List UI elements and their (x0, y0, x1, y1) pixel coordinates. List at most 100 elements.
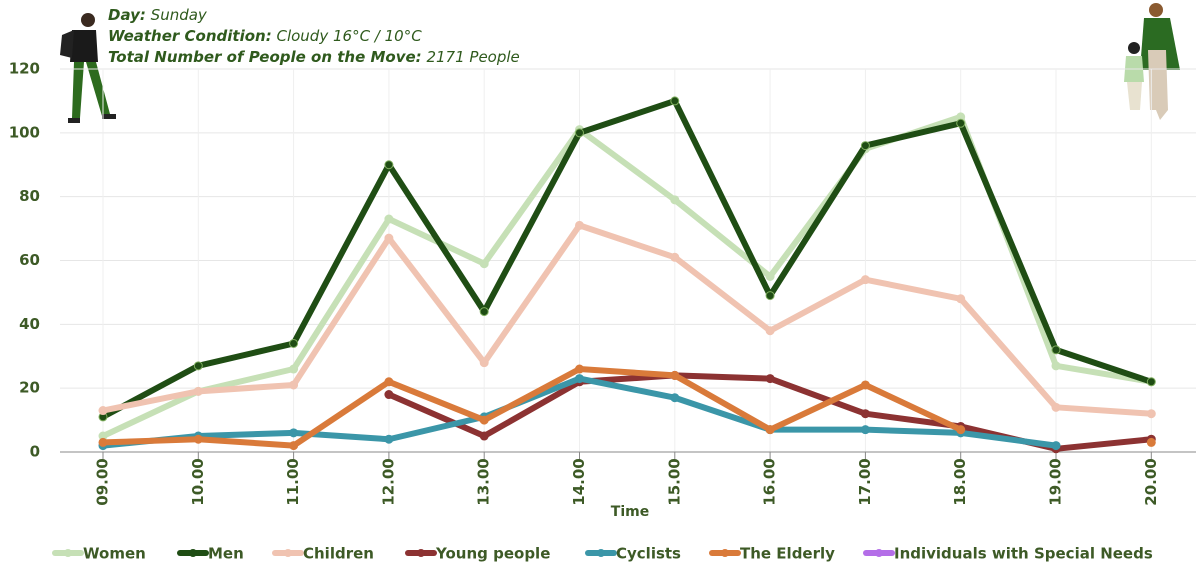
x-tick-label: 16.00 (761, 458, 779, 505)
point (860, 409, 870, 419)
illustration-woman-child (1124, 3, 1180, 120)
point (1051, 361, 1061, 371)
legend-item: Men (177, 545, 244, 563)
point (765, 326, 775, 336)
legend-label: The Elderly (740, 545, 835, 563)
point (670, 252, 680, 262)
point (860, 380, 870, 390)
point (1051, 441, 1061, 451)
weather-line: Weather Condition: Cloudy 16°C / 10°C (108, 26, 520, 47)
header: Day: Sunday Weather Condition: Cloudy 16… (108, 5, 520, 68)
day-line: Day: Sunday (108, 5, 520, 26)
point (1051, 402, 1061, 412)
point (384, 160, 394, 170)
legend-item: Cyclists (585, 545, 681, 563)
y-tick-label: 100 (9, 123, 40, 141)
x-tick-label: 14.00 (570, 458, 588, 505)
x-tick-label: 20.00 (1142, 458, 1160, 505)
legend-label: Individuals with Special Needs (894, 545, 1153, 563)
legend-item: The Elderly (709, 545, 835, 563)
x-tick-label: 19.00 (1047, 458, 1065, 505)
legend-item: Women (52, 545, 146, 563)
legend-label: Young people (435, 545, 550, 563)
point (193, 434, 203, 444)
legend-label: Women (83, 545, 146, 563)
point (479, 415, 489, 425)
series-line (100, 366, 964, 449)
point (956, 294, 966, 304)
y-tick-label: 80 (19, 187, 40, 205)
value: Sunday (150, 6, 207, 24)
x-tick-label: 10.00 (189, 458, 207, 505)
point (289, 441, 299, 451)
point (1146, 377, 1156, 387)
point (289, 380, 299, 390)
x-tick-label: 17.00 (856, 458, 874, 505)
point (98, 406, 108, 416)
legend-item: Individuals with Special Needs (863, 545, 1153, 563)
point (289, 364, 299, 374)
point (479, 259, 489, 269)
label: Weather Condition: (108, 27, 272, 45)
point (193, 386, 203, 396)
point (575, 220, 584, 230)
point (765, 374, 775, 384)
point (670, 393, 680, 403)
legend-marker (284, 549, 292, 557)
point (956, 425, 966, 435)
series-line (100, 97, 1155, 420)
y-tick-label: 40 (19, 315, 40, 333)
point (860, 141, 870, 151)
point (384, 377, 394, 387)
point (289, 338, 299, 348)
point (479, 358, 489, 368)
legend-marker (64, 549, 72, 557)
point (1146, 437, 1156, 447)
point (1051, 345, 1061, 355)
legend-label: Children (303, 545, 374, 563)
legend-marker (417, 549, 425, 557)
point (384, 390, 394, 400)
label: Total Number of People on the Move: (108, 48, 422, 66)
point (575, 374, 584, 384)
total-line: Total Number of People on the Move: 2171… (108, 47, 520, 68)
point (575, 364, 584, 374)
x-tick-label: 09.00 (94, 458, 112, 505)
legend-marker (189, 549, 197, 557)
point (956, 118, 966, 128)
point (860, 275, 870, 285)
legend-marker (721, 549, 729, 557)
point (860, 425, 870, 435)
point (384, 233, 394, 243)
point (670, 96, 680, 106)
point (670, 195, 680, 205)
point (1146, 409, 1156, 419)
value: 2171 People (426, 48, 520, 66)
illustration-man (60, 13, 116, 123)
x-tick-label: 13.00 (475, 458, 493, 505)
y-tick-label: 60 (19, 251, 40, 269)
y-tick-label: 0 (30, 443, 40, 461)
legend-marker (597, 549, 605, 557)
label: Day: (108, 6, 146, 24)
point (670, 370, 680, 380)
point (575, 128, 584, 138)
y-tick-label: 20 (19, 379, 40, 397)
x-tick-label: 15.00 (665, 458, 683, 505)
legend-label: Cyclists (616, 545, 681, 563)
legend-item: Children (272, 545, 374, 563)
legend-label: Men (208, 545, 244, 563)
point (479, 431, 489, 441)
point (479, 307, 489, 317)
point (765, 291, 775, 301)
point (289, 428, 299, 438)
point (98, 437, 108, 447)
y-tick-label: 120 (9, 60, 40, 78)
point (384, 214, 394, 224)
point (765, 425, 775, 435)
point (193, 361, 203, 371)
x-tick-label: 11.00 (284, 458, 302, 505)
x-axis-title: Time (611, 504, 649, 520)
legend-item: Young people (405, 545, 550, 563)
